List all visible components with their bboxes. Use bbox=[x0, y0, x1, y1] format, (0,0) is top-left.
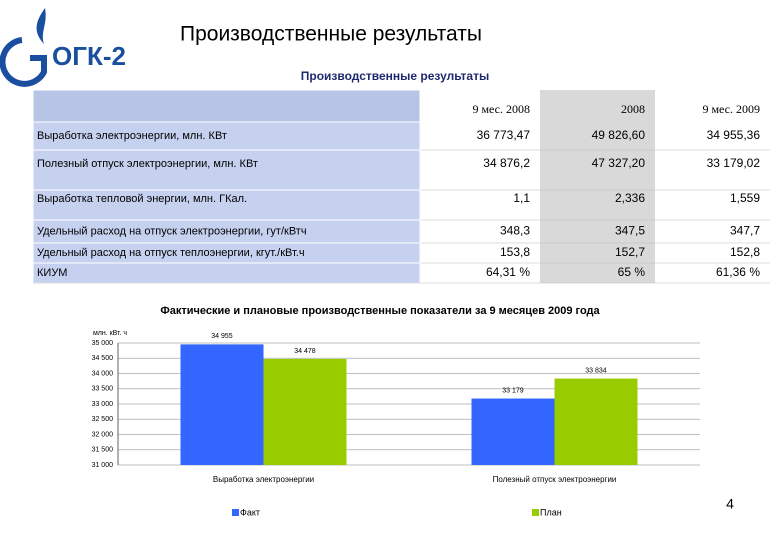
y-tick-label: 34 000 bbox=[92, 370, 114, 377]
bar bbox=[471, 398, 555, 465]
y-tick-label: 31 000 bbox=[92, 462, 114, 469]
cell-value: 65 % bbox=[618, 265, 646, 279]
table-highlight-column bbox=[540, 90, 655, 283]
legend-swatch bbox=[232, 509, 239, 516]
data-label: 34 955 bbox=[211, 333, 233, 340]
table-title: Производственные результаты bbox=[301, 69, 489, 83]
cell-value: 33 179,02 bbox=[707, 156, 761, 170]
cell-value: 64,31 % bbox=[486, 265, 530, 279]
cell-value: 347,5 bbox=[615, 224, 645, 238]
cell-value: 61,36 % bbox=[716, 265, 760, 279]
chart-title: Фактические и плановые производственные … bbox=[160, 305, 600, 317]
bar bbox=[554, 378, 638, 465]
logo-flame bbox=[36, 8, 46, 44]
row-label: Удельный расход на отпуск теплоэнергии, … bbox=[37, 247, 305, 259]
cell-value: 347,7 bbox=[730, 224, 760, 238]
row-label: Полезный отпуск электроэнергии, млн. КВт bbox=[37, 158, 258, 170]
cell-value: 34 876,2 bbox=[483, 156, 530, 170]
y-tick-label: 33 500 bbox=[92, 386, 114, 393]
cell-value: 2,336 bbox=[615, 191, 645, 205]
data-label: 33 834 bbox=[585, 367, 607, 374]
cell-value: 49 826,60 bbox=[592, 128, 646, 142]
y-tick-label: 35 000 bbox=[92, 340, 114, 347]
column-header: 2008 bbox=[621, 102, 645, 116]
row-label: Выработка электроэнергии, млн. КВт bbox=[37, 130, 227, 142]
row-label: КИУМ bbox=[37, 267, 67, 279]
y-tick-label: 34 500 bbox=[92, 355, 114, 362]
column-header: 9 мес. 2008 bbox=[472, 102, 530, 116]
cell-value: 1,559 bbox=[730, 191, 760, 205]
logo-text: ОГК-2 bbox=[52, 41, 126, 71]
row-label: Выработка тепловой энергии, млн. ГКал. bbox=[37, 193, 247, 205]
data-label: 34 478 bbox=[294, 348, 316, 355]
legend-swatch bbox=[532, 509, 539, 516]
y-axis-label: млн. кВт. ч bbox=[93, 330, 127, 337]
cell-value: 348,3 bbox=[500, 224, 530, 238]
bar bbox=[263, 358, 347, 465]
cell-value: 47 327,20 bbox=[592, 156, 646, 170]
x-tick-label: Полезный отпуск электроэнергии bbox=[493, 475, 617, 484]
page-number: 4 bbox=[726, 496, 734, 512]
cell-value: 1,1 bbox=[513, 191, 530, 205]
cell-value: 34 955,36 bbox=[707, 128, 761, 142]
row-label: Удельный расход на отпуск электроэнергии… bbox=[37, 225, 307, 237]
cell-value: 36 773,47 bbox=[477, 128, 531, 142]
y-tick-label: 32 000 bbox=[92, 431, 114, 438]
y-tick-label: 31 500 bbox=[92, 447, 114, 454]
data-label: 33 179 bbox=[502, 387, 524, 394]
logo-g bbox=[0, 37, 47, 87]
row-label-cell bbox=[32, 149, 421, 191]
cell-value: 152,7 bbox=[615, 245, 645, 259]
y-tick-label: 33 000 bbox=[92, 401, 114, 408]
row-label-cell bbox=[32, 262, 421, 284]
table-header-cell bbox=[32, 89, 421, 123]
y-tick-label: 32 500 bbox=[92, 416, 114, 423]
cell-value: 153,8 bbox=[500, 245, 530, 259]
x-tick-label: Выработка электроэнергии bbox=[213, 475, 314, 484]
column-header: 9 мес. 2009 bbox=[702, 102, 760, 116]
legend-label: Факт bbox=[240, 507, 260, 517]
row-label-cell bbox=[32, 121, 421, 151]
bar bbox=[180, 344, 264, 465]
slide-title: Производственные результаты bbox=[180, 23, 482, 46]
legend-label: План bbox=[540, 507, 562, 517]
cell-value: 152,8 bbox=[730, 245, 760, 259]
